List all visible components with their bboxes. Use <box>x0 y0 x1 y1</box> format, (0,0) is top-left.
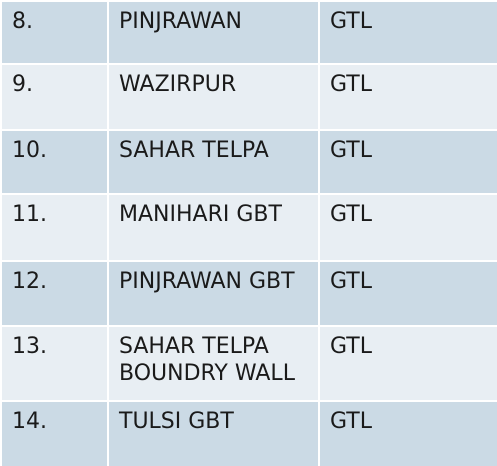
table-row: 11. MANIHARI GBT GTL <box>0 193 497 262</box>
row-number-cell: 11. <box>0 193 109 262</box>
table-row: 14. TULSI GBT GTL <box>0 400 497 466</box>
type-cell: GTL <box>318 63 497 131</box>
row-number-cell: 8. <box>0 0 109 65</box>
site-name-cell: PINJRAWAN GBT <box>107 260 320 327</box>
site-name-cell: SAHAR TELPA <box>107 129 320 195</box>
table-row: 12. PINJRAWAN GBT GTL <box>0 260 497 327</box>
table-row: 10. SAHAR TELPA GTL <box>0 129 497 195</box>
type-cell: GTL <box>318 260 497 327</box>
row-number-cell: 13. <box>0 325 109 402</box>
row-number-cell: 10. <box>0 129 109 195</box>
cell-line: BOUNDRY WALL <box>119 361 295 386</box>
site-name-cell: MANIHARI GBT <box>107 193 320 262</box>
type-cell: GTL <box>318 400 497 466</box>
type-cell: GTL <box>318 325 497 402</box>
site-name-cell: WAZIRPUR <box>107 63 320 131</box>
cell-line: SAHAR TELPA <box>119 334 269 359</box>
table-row: 8. PINJRAWAN GTL <box>0 0 497 65</box>
table-row: 9. WAZIRPUR GTL <box>0 63 497 131</box>
type-cell: GTL <box>318 193 497 262</box>
type-cell: GTL <box>318 0 497 65</box>
site-name-cell: TULSI GBT <box>107 400 320 466</box>
row-number-cell: 9. <box>0 63 109 131</box>
row-number-cell: 14. <box>0 400 109 466</box>
site-name-cell: PINJRAWAN <box>107 0 320 65</box>
site-name-cell: SAHAR TELPA BOUNDRY WALL <box>107 325 320 402</box>
type-cell: GTL <box>318 129 497 195</box>
table-row: 13. SAHAR TELPA BOUNDRY WALL GTL <box>0 325 497 402</box>
row-number-cell: 12. <box>0 260 109 327</box>
